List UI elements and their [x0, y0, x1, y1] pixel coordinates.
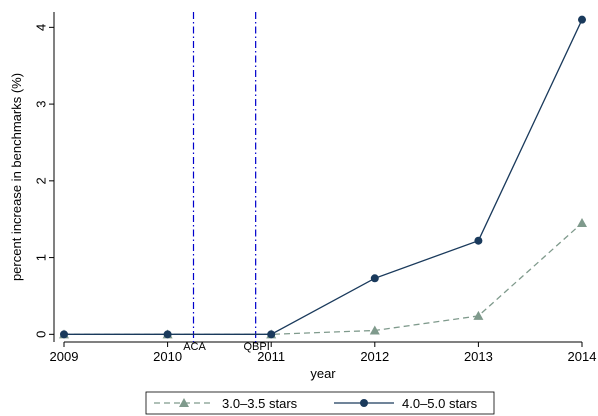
plot-area: 0 1 2 3 4 2009 2010 2011 2012 2013 2014 ACA QBPI — [34, 12, 597, 364]
legend-box — [145, 391, 495, 415]
data-point — [474, 236, 483, 245]
data-point — [267, 330, 276, 339]
x-tick-label: 2014 — [568, 349, 597, 364]
legend: 3.0–3.5 stars 4.0–5.0 stars — [145, 391, 495, 415]
data-point — [369, 325, 380, 335]
legend-marker — [179, 398, 189, 407]
y-tick-label: 1 — [34, 254, 49, 261]
data-point — [577, 218, 587, 228]
series-line — [64, 19, 583, 335]
y-tick-label: 2 — [34, 177, 49, 184]
y-tick-label: 4 — [34, 24, 49, 31]
y-axis-ticks: 0 1 2 3 4 — [34, 24, 54, 338]
data-point — [473, 310, 484, 320]
y-axis-title: percent increase in benchmarks (%) — [9, 73, 24, 281]
x-axis-ticks: 2009 2010 2011 2012 2013 2014 — [50, 342, 597, 364]
series-0 — [59, 218, 587, 339]
x-tick-label: 2013 — [464, 349, 493, 364]
annotation-lines: ACA QBPI — [183, 12, 270, 353]
x-axis-title: year — [310, 366, 336, 381]
data-point — [163, 330, 172, 339]
annotation-label: ACA — [183, 341, 206, 353]
series-line — [64, 222, 583, 335]
data-point — [578, 15, 586, 24]
y-tick-label: 0 — [34, 331, 49, 338]
legend-item: 3.0–3.5 stars — [154, 396, 298, 411]
legend-marker — [360, 399, 368, 407]
legend-label: 3.0–3.5 stars — [222, 396, 298, 411]
data-point — [60, 330, 68, 339]
y-tick-label: 3 — [34, 100, 49, 107]
x-tick-label: 2012 — [360, 349, 389, 364]
x-tick-label: 2010 — [153, 349, 182, 364]
legend-item: 4.0–5.0 stars — [334, 396, 478, 411]
x-tick-label: 2011 — [257, 349, 285, 364]
x-tick-label: 2009 — [50, 349, 79, 364]
series-layer — [59, 15, 587, 339]
annotation-label: QBPI — [244, 341, 270, 353]
series-1 — [60, 15, 586, 339]
legend-label: 4.0–5.0 stars — [402, 396, 478, 411]
data-point — [370, 274, 379, 283]
